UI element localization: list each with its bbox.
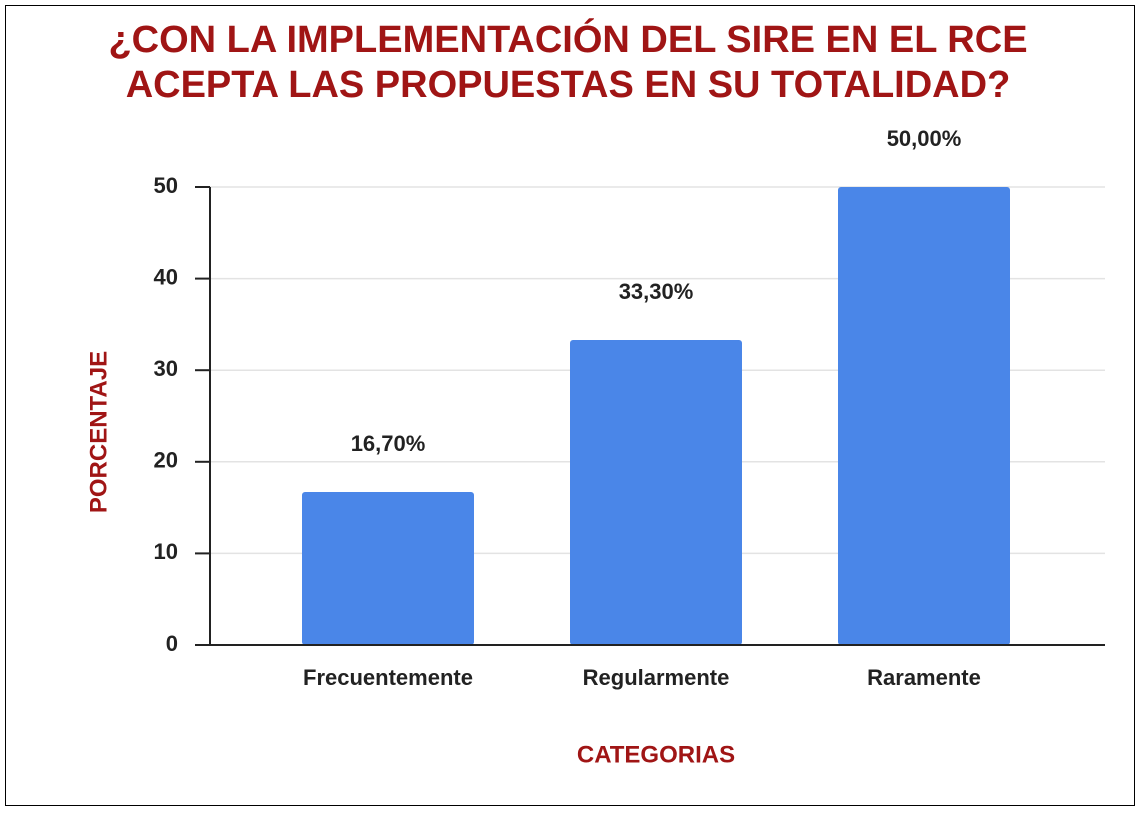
y-tick-label: 40: [154, 264, 178, 289]
bar: [838, 187, 1010, 645]
x-axis-title: CATEGORIAS: [577, 741, 735, 768]
y-tick-label: 30: [154, 356, 178, 381]
bar: [302, 492, 474, 645]
bar: [570, 339, 742, 645]
x-tick-label: Regularmente: [583, 665, 730, 690]
y-tick-label: 0: [166, 631, 178, 656]
x-tick-label: Raramente: [867, 665, 981, 690]
data-label: 33,30%: [619, 279, 694, 304]
x-tick-label: Frecuentemente: [303, 665, 473, 690]
y-tick-label: 50: [154, 173, 178, 198]
y-axis-title: PORCENTAJE: [85, 351, 112, 513]
chart-title: ACEPTA LAS PROPUESTAS EN SU TOTALIDAD?: [126, 64, 1011, 106]
y-tick-label: 20: [154, 448, 178, 473]
data-label: 50,00%: [887, 126, 962, 151]
chart-title: ¿CON LA IMPLEMENTACIÓN DEL SIRE EN EL RC…: [108, 17, 1027, 61]
y-tick-label: 10: [154, 539, 178, 564]
data-label: 16,70%: [351, 431, 426, 456]
